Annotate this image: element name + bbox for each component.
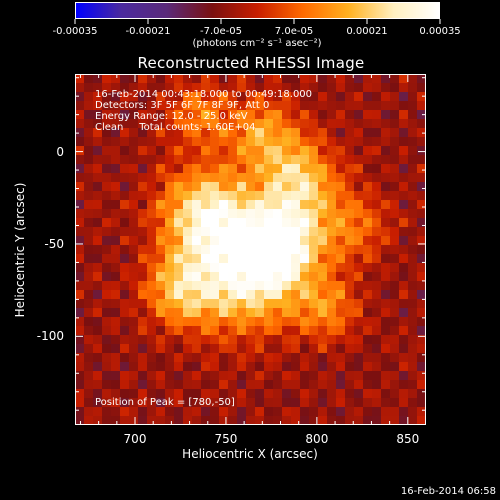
- x-tick-label: 750: [214, 432, 238, 446]
- colorbar-tick-label: -0.00035: [52, 26, 98, 37]
- colorbar-tick-label: 0.00021: [346, 26, 388, 37]
- y-axis-label: Heliocentric Y (arcsec): [13, 182, 27, 318]
- info-energy-range: Energy Range: 12.0 - 25.0 keV: [95, 111, 248, 122]
- info-clean: Clean Total counts: 1.60E+04: [95, 122, 256, 133]
- colorbar-axis: [74, 19, 441, 24]
- y-tick-label: 0: [56, 144, 64, 159]
- info-time-range: 16-Feb-2014 00:43:18.000 to 00:49:18.000: [95, 89, 313, 100]
- colorbar: [75, 2, 440, 19]
- colorbar-tick-label: 0.00035: [419, 26, 461, 37]
- y-tick-label: -100: [36, 329, 64, 344]
- x-tick-label: 850: [396, 432, 420, 446]
- x-axis-label: Heliocentric X (arcsec): [182, 447, 318, 461]
- plot-area[interactable]: [75, 74, 426, 425]
- colorbar-units: (photons cm⁻² s⁻¹ asec⁻²): [192, 38, 322, 49]
- peak-position-label: Position of Peak = [780,-50]: [95, 397, 235, 408]
- plot-frame: [75, 74, 426, 425]
- timestamp: 16-Feb-2014 06:58: [400, 486, 496, 497]
- heatmap-image: [75, 74, 426, 425]
- heatmap-pixels: [75, 74, 426, 425]
- info-detectors: Detectors: 3F 5F 6F 7F 8F 9F, Att 0: [95, 100, 270, 111]
- y-tick-label: -50: [44, 236, 64, 251]
- colorbar-tick-label: -0.00021: [125, 26, 171, 37]
- x-tick-label: 800: [305, 432, 329, 446]
- colorbar-tick-label: 7.0e-05: [274, 26, 314, 37]
- x-tick-label: 700: [123, 432, 147, 446]
- colorbar-tick-label: -7.0e-05: [200, 26, 242, 37]
- chart-title: Reconstructed RHESSI Image: [137, 54, 365, 72]
